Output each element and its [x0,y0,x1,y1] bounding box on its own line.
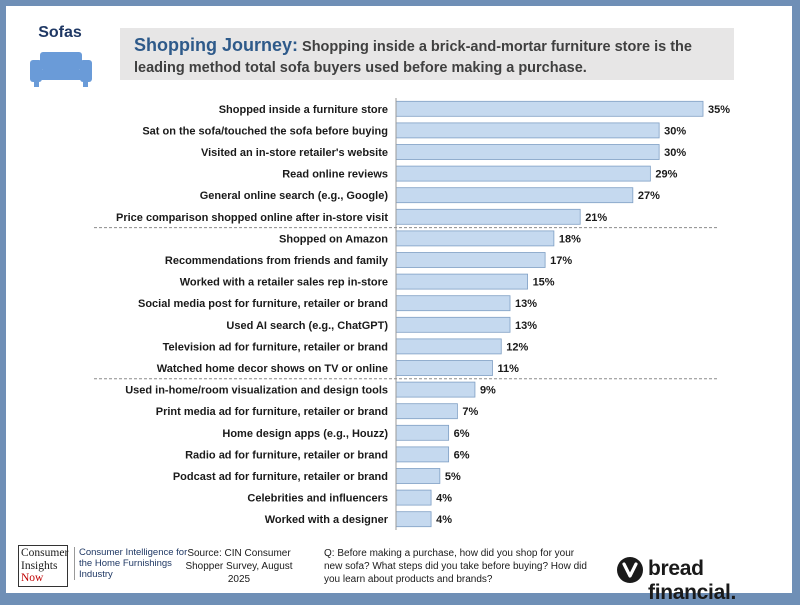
bar [395,122,660,139]
value-label: 13% [515,320,537,332]
category-box: Sofas [20,24,100,94]
bar [395,424,450,441]
value-label: 30% [664,147,686,159]
logo-tagline: Consumer Intelligence for the Home Furni… [74,547,197,580]
category-label: Used in-home/room visualization and desi… [125,385,388,397]
cin-logo-mark: Consumer Insights Now [18,545,68,587]
slide: Sofas Shopping Journey: Shopping inside … [6,6,792,604]
value-label: 30% [664,125,686,137]
bar [395,381,476,398]
headline-text: Shopping inside a brick-and-mortar furni… [134,39,692,76]
category-label: Worked with a designer [265,514,389,526]
category-label: General online search (e.g., Google) [200,190,389,202]
value-label: 6% [454,449,470,461]
logo-line-3: Now [21,572,44,584]
value-label: 18% [559,233,581,245]
category-label: Celebrities and influencers [247,493,388,505]
category-label: Sat on the sofa/touched the sofa before … [142,125,388,137]
bar [395,187,634,204]
headline-lead: Shopping Journey: [134,35,298,55]
category-label: Worked with a retailer sales rep in-stor… [180,277,388,289]
category-label: Home design apps (e.g., Houzz) [222,428,388,440]
category-label: Used AI search (e.g., ChatGPT) [226,320,388,332]
bar [395,295,511,312]
category-label: Shopped on Amazon [279,233,388,245]
bar [395,208,581,225]
headline: Shopping Journey: Shopping inside a bric… [120,28,734,80]
category-label: Price comparison shopped online after in… [116,212,388,224]
bar [395,489,432,506]
category-label: Shopped inside a furniture store [219,104,388,116]
bar [395,230,555,247]
bar [395,403,458,420]
category-label: Podcast ad for furniture, retailer or br… [173,471,388,483]
category-label: Watched home decor shows on TV or online [157,363,388,375]
bar [395,144,660,160]
category-label: Social media post for furniture, retaile… [138,298,388,310]
bar [395,468,441,484]
bar [395,446,450,463]
sofa-icon [30,52,92,87]
bread-logo-icon [617,557,643,583]
bar [395,252,546,268]
brand-name: bread financial. [648,557,737,604]
logo-line-1: Consumer [21,547,69,559]
bar [395,338,502,355]
bar [395,165,651,182]
value-label: 27% [638,190,660,202]
value-label: 21% [585,212,607,224]
bar [395,511,432,528]
value-label: 13% [515,298,537,310]
value-label: 35% [708,104,730,116]
bar-chart: Shopped inside a furniture store 35% Sat o… [94,98,730,530]
value-label: 4% [436,514,452,526]
bar [395,273,528,290]
category-label: Read online reviews [282,169,388,181]
category-label: Radio ad for furniture, retailer or bran… [185,449,388,461]
value-label: 4% [436,493,452,505]
bar [395,360,493,376]
value-label: 17% [550,255,572,267]
value-label: 11% [497,363,519,375]
category-label: Sofas [38,24,82,41]
cin-logo: Consumer Insights Now Consumer Intellige… [18,545,192,589]
value-label: 12% [506,341,528,353]
bread-financial-logo: bread financial. [616,555,786,604]
bar [395,100,704,117]
category-label: Visited an in-store retailer's website [201,147,388,159]
bar [395,316,511,333]
value-label: 15% [533,277,555,289]
source-note: Source: CIN Consumer Shopper Survey, Aug… [185,548,293,585]
logo-line-2: Insights [21,559,58,572]
value-label: 29% [655,169,677,181]
category-label: Recommendations from friends and family [165,255,389,267]
value-label: 5% [445,471,461,483]
value-label: 7% [462,406,478,418]
category-label: Television ad for furniture, retailer or… [163,341,388,353]
survey-question: Q: Before making a purchase, how did you… [324,548,587,585]
value-label: 9% [480,385,496,397]
value-label: 6% [454,428,470,440]
category-label: Print media ad for furniture, retailer o… [156,406,388,418]
